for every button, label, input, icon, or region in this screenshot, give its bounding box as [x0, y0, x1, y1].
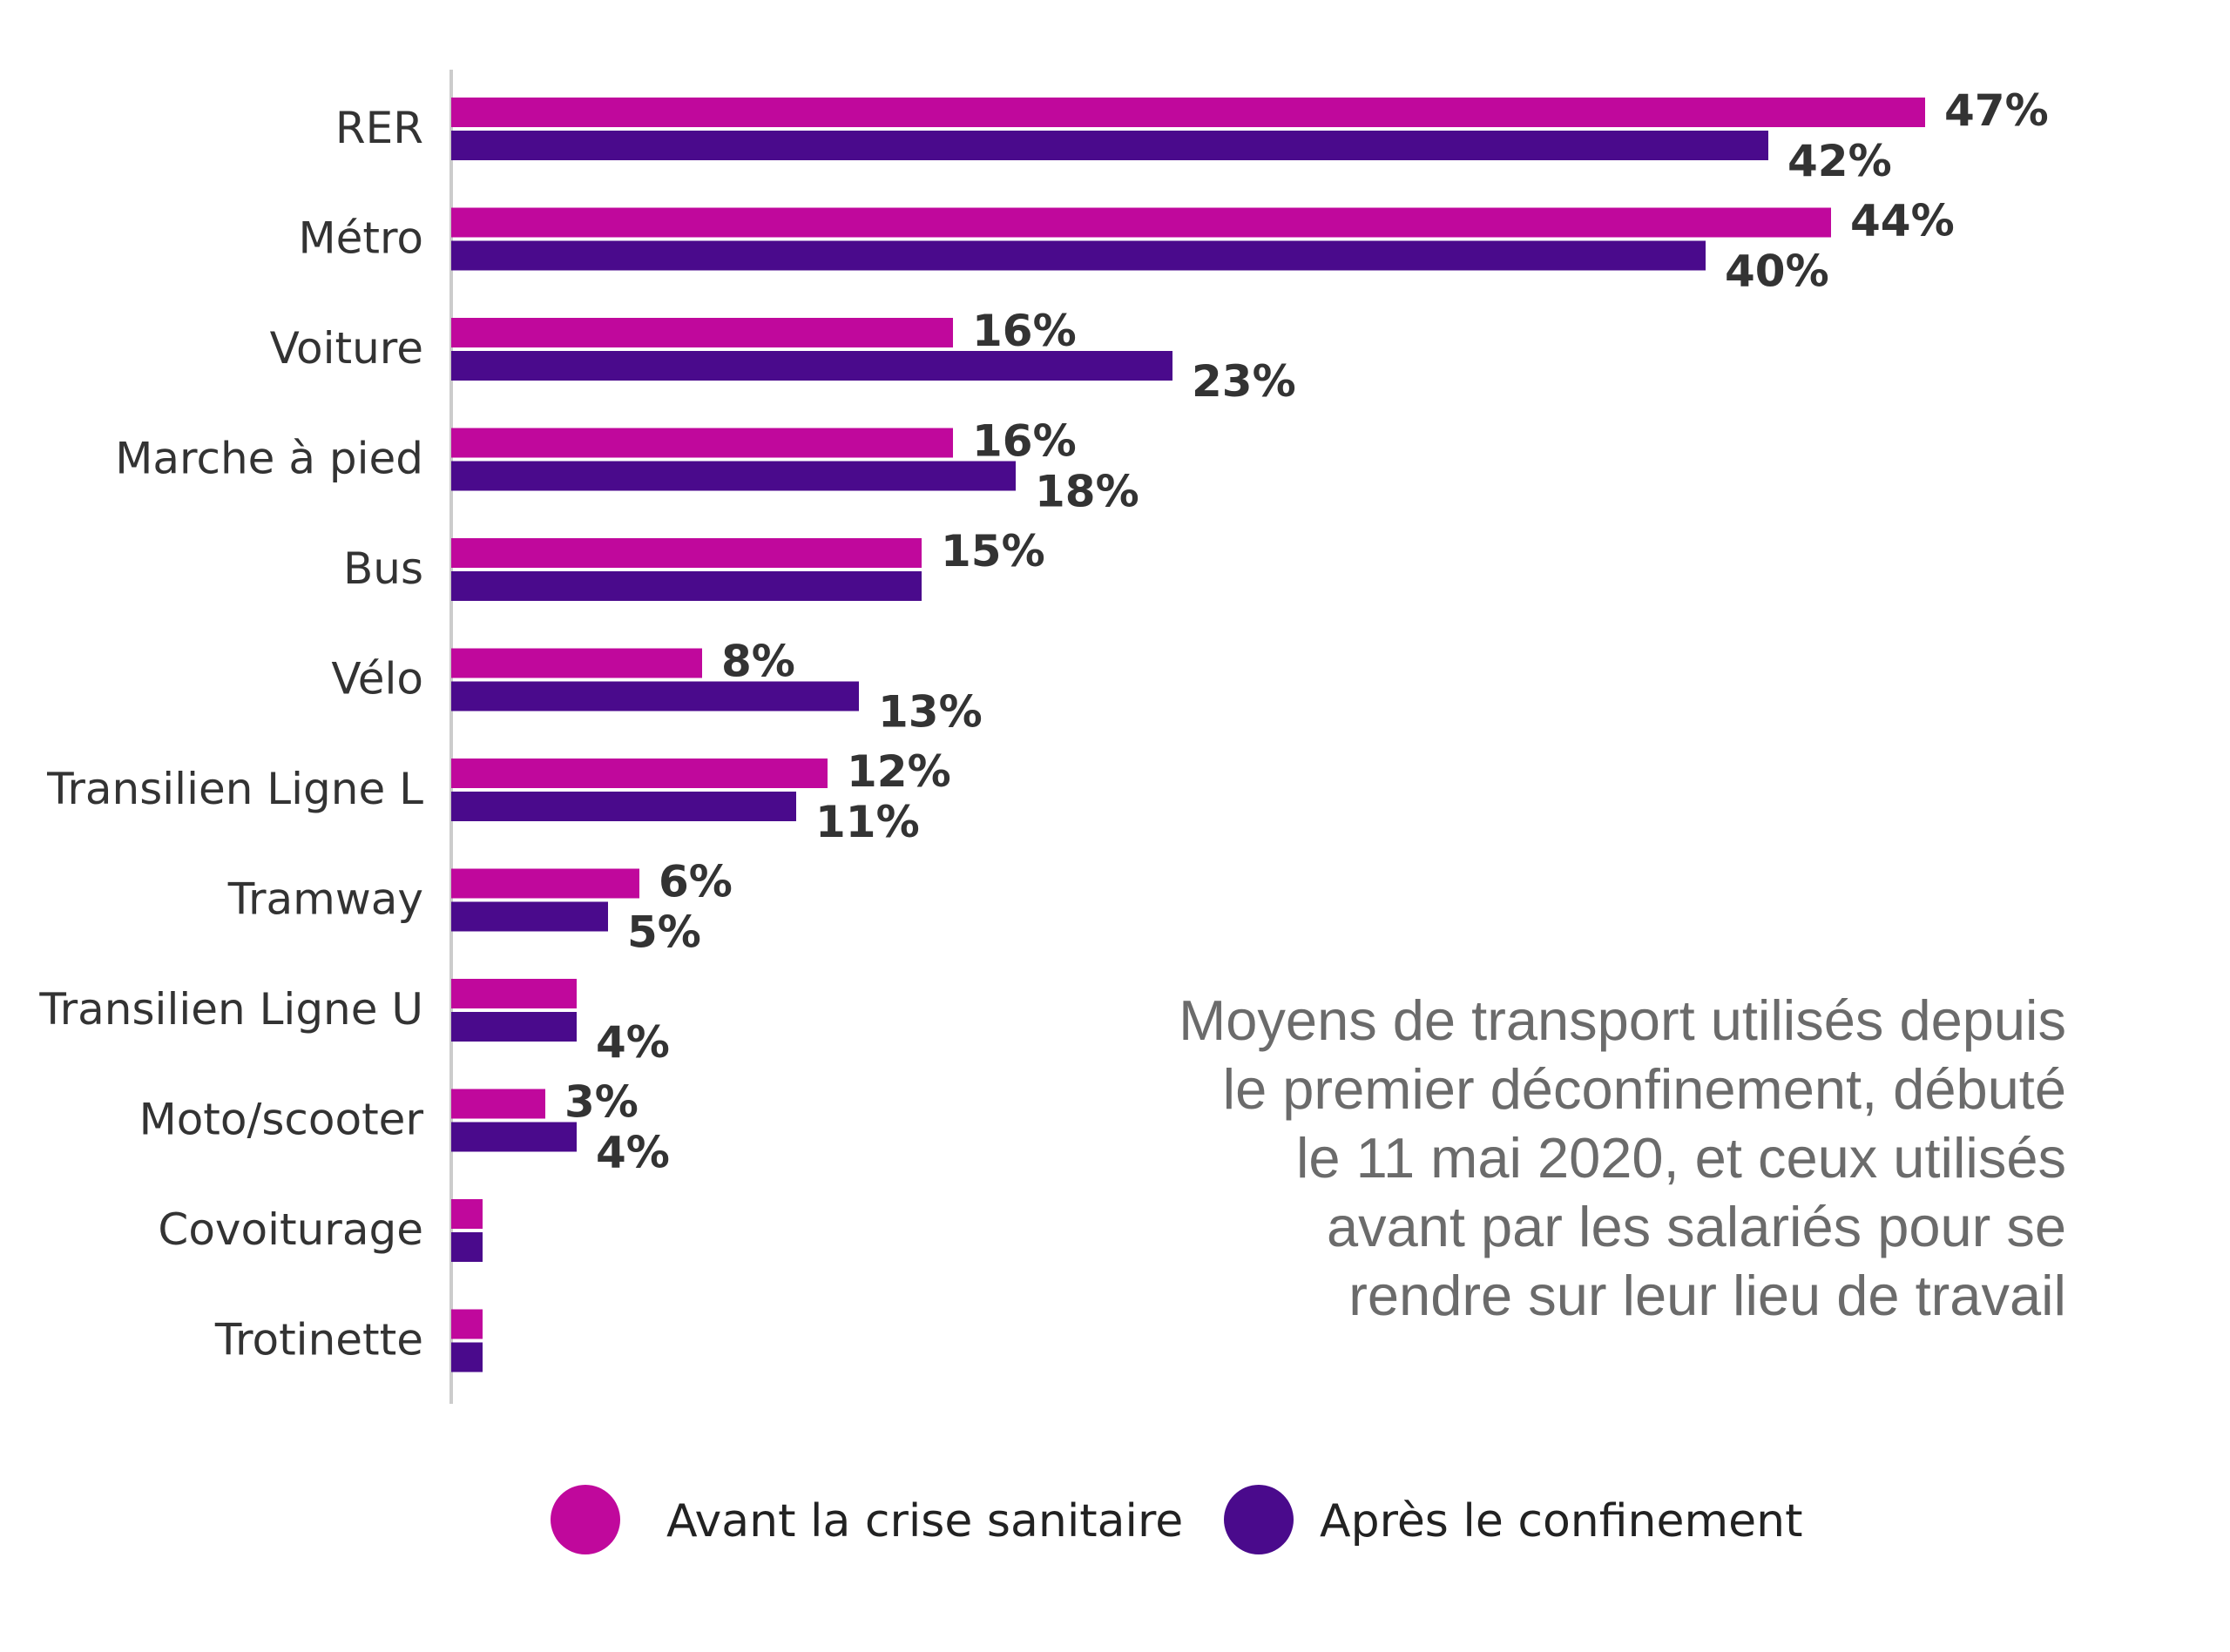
data-label: 4%: [596, 1128, 670, 1178]
annotation-line: Moyens de transport utilisés depuis: [1179, 988, 2066, 1052]
data-label: 40%: [1725, 246, 1829, 297]
bar-apres: [451, 240, 1706, 271]
bar-apres: [451, 1342, 483, 1372]
bar-avant: [451, 979, 577, 1008]
legend-label: Avant la crise sanitaire: [666, 1495, 1183, 1547]
data-label: 5%: [627, 907, 701, 958]
bar-avant: [451, 318, 953, 347]
data-label: 44%: [1850, 196, 1955, 246]
bar-apres: [451, 1232, 483, 1262]
data-label: 42%: [1787, 136, 1892, 186]
data-label: 23%: [1192, 356, 1296, 407]
bar-apres: [451, 461, 1016, 491]
annotation-line: avant par les salariés pour se: [1327, 1195, 2066, 1258]
legend-swatch: [551, 1485, 620, 1554]
bar-avant: [451, 868, 639, 899]
category-label: Tramway: [227, 874, 423, 925]
bar-apres: [451, 571, 922, 601]
bar-apres: [451, 1122, 577, 1152]
data-label: 47%: [1944, 85, 2049, 136]
labels-group: RER 47% 42% Métro 44% 40% Voiture 16% 23% Marche …: [38, 85, 2048, 1365]
annotation-line: le premier déconfinement, débuté: [1223, 1057, 2066, 1121]
data-label: 4%: [596, 1017, 670, 1068]
category-label: Métro: [298, 213, 423, 264]
category-label: Transilien Ligne U: [38, 984, 423, 1035]
data-label: 6%: [659, 857, 733, 907]
bar-avant: [451, 1199, 483, 1229]
bar-avant: [451, 1309, 483, 1339]
bar-avant: [451, 207, 1831, 238]
bar-avant: [451, 759, 828, 788]
bar-avant: [451, 428, 953, 458]
annotation-line: rendre sur leur lieu de travail: [1348, 1264, 2066, 1327]
bar-apres: [451, 681, 859, 711]
data-label: 16%: [972, 306, 1077, 356]
bar-avant: [451, 1089, 545, 1119]
legend-label: Après le confinement: [1320, 1495, 1802, 1547]
bar-avant: [451, 538, 922, 568]
data-label: 8%: [721, 637, 795, 687]
data-label: 12%: [847, 746, 951, 797]
bar-apres: [451, 901, 608, 932]
category-label: Trotinette: [214, 1315, 423, 1365]
category-label: Covoiturage: [158, 1204, 423, 1255]
bars-group: [451, 98, 1925, 1372]
bar-apres: [451, 1012, 577, 1042]
category-label: RER: [335, 103, 423, 153]
category-label: Marche à pied: [115, 434, 423, 484]
bar-avant: [451, 648, 702, 678]
data-label: 16%: [972, 416, 1077, 467]
category-label: Moto/scooter: [139, 1095, 424, 1145]
data-label: 11%: [815, 797, 920, 847]
annotation-line: le 11 mai 2020, et ceux utilisés: [1296, 1126, 2066, 1190]
bar-apres: [451, 351, 1172, 381]
bar-apres: [451, 792, 796, 821]
bar-apres: [451, 131, 1768, 160]
data-label: 15%: [941, 526, 1045, 577]
data-label: 18%: [1035, 467, 1139, 517]
category-label: Transilien Ligne L: [46, 764, 423, 814]
bar-avant: [451, 98, 1925, 127]
legend: Avant la crise sanitaire Après le confine…: [551, 1485, 1802, 1554]
category-label: Vélo: [331, 654, 423, 705]
category-label: Voiture: [270, 323, 423, 374]
data-label: 13%: [878, 687, 983, 738]
legend-swatch: [1224, 1485, 1294, 1554]
data-label: 3%: [564, 1077, 639, 1128]
category-label: Bus: [343, 543, 423, 594]
